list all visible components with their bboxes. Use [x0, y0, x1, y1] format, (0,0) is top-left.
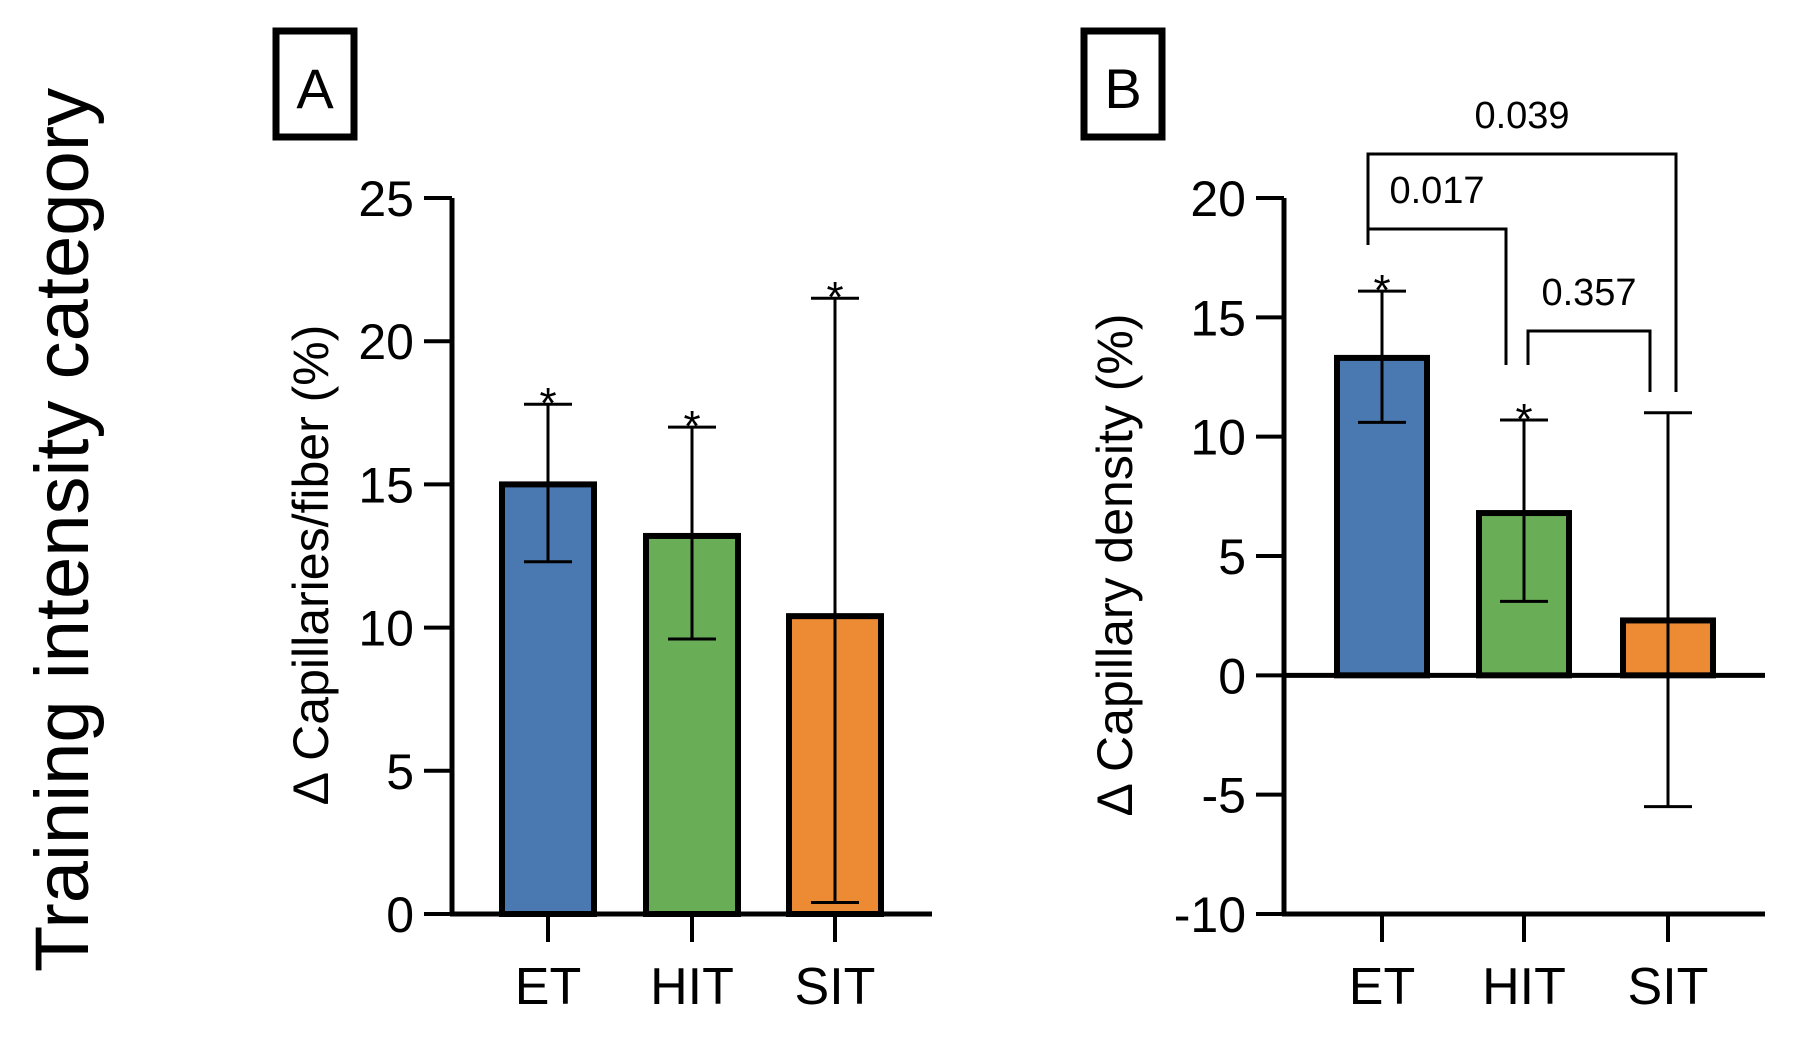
panel-b-x-tick-label-hit: HIT — [1482, 958, 1566, 1016]
panel-b-y-tick-label: 10 — [1190, 410, 1246, 466]
panel-b-bracket-label-3: 0.039 — [1474, 95, 1569, 137]
panel-b-label: B — [1104, 57, 1141, 120]
panel-a-x-tick-label-sit: SIT — [795, 958, 876, 1016]
panel-a-significance-et: * — [539, 379, 556, 428]
panel-b-x-tick-label-sit: SIT — [1628, 958, 1709, 1016]
panel-a-y-tick-label: 0 — [386, 887, 414, 943]
panel-b-bracket-3 — [1366, 152, 1678, 392]
panel-a-y-tick-label: 5 — [386, 744, 414, 800]
panel-b-bracket-label-2: 0.357 — [1541, 272, 1636, 314]
panel-a-significance-hit: * — [683, 402, 700, 451]
panel-b-y-tick-label: 15 — [1190, 290, 1246, 346]
panel-b-y-tick-label: 5 — [1218, 529, 1246, 585]
left-label: Training intensity category — [20, 88, 105, 972]
panel-a-x-tick-label-hit: HIT — [650, 958, 734, 1016]
panel-b-y-tick-label: -10 — [1174, 887, 1246, 943]
panel-b-bracket-2 — [1526, 329, 1652, 392]
panel-b-significance-et: * — [1373, 266, 1390, 315]
panel-b-y-tick-label: 0 — [1218, 648, 1246, 704]
panel-b-bracket-label-1: 0.017 — [1389, 170, 1484, 212]
panel-a-significance-sit: * — [826, 273, 843, 322]
panel-b-significance-hit: * — [1515, 395, 1532, 444]
panel-a-label-box — [272, 27, 358, 141]
panel-b-ylabel: Δ Capillary density (%) — [1087, 313, 1143, 816]
panel-a-y-tick-label: 10 — [358, 601, 414, 657]
panel-a-y-tick-label: 25 — [358, 171, 414, 227]
panel-a-label: A — [296, 57, 334, 120]
panel-a-ylabel: Δ Capillaries/fiber (%) — [283, 325, 339, 806]
panel-b-y-tick-label: -5 — [1202, 768, 1246, 824]
panel-b: B Δ Capillary density (%) * * -10 -5 0 5 10 15 2… — [1080, 27, 1765, 1016]
panel-a-marks: * * * 0 5 10 15 20 25 ET HIT SIT — [358, 171, 932, 1016]
panel-a-y-tick-label: 15 — [358, 457, 414, 513]
panel-a-x-tick-label-et: ET — [515, 958, 581, 1016]
panel-b-marks: * * -10 -5 0 5 10 15 20 ET HIT SIT 0.017 0.357 0.039 — [1174, 95, 1765, 1016]
panel-a: A Δ Capillaries/fiber (%) * * * 0 5 10 15 20 25 E… — [272, 27, 932, 1016]
panel-b-label-box — [1080, 27, 1166, 141]
panel-b-y-tick-label: 20 — [1190, 171, 1246, 227]
panel-b-x-tick-label-et: ET — [1349, 958, 1415, 1016]
panel-a-y-tick-label: 20 — [358, 314, 414, 370]
